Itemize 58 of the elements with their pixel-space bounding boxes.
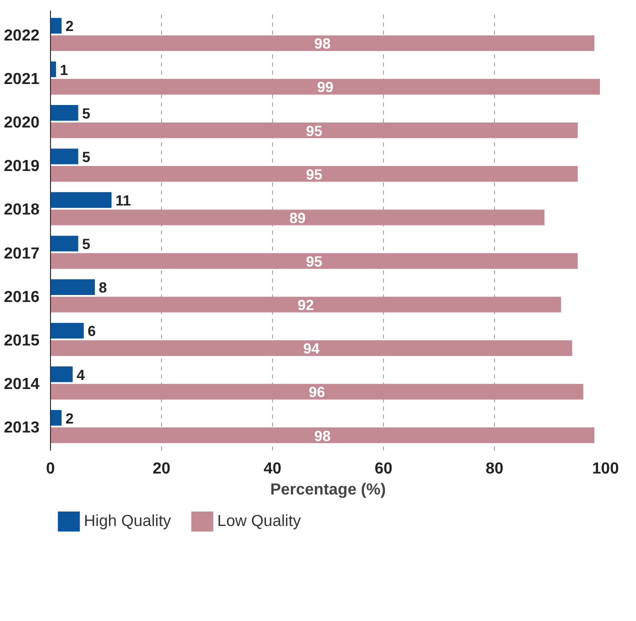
data-label: 94	[303, 342, 320, 358]
bar	[50, 210, 544, 226]
x-tick-label: 40	[264, 460, 282, 478]
bar	[50, 340, 572, 356]
legend-label: High Quality	[84, 513, 172, 530]
data-label: 5	[82, 150, 90, 166]
data-label: 2	[65, 411, 74, 428]
data-label: 11	[115, 194, 131, 210]
bar	[50, 192, 112, 208]
data-label: 98	[314, 428, 331, 445]
bar	[50, 322, 84, 339]
x-tick-label: 80	[486, 460, 504, 478]
bar	[50, 427, 594, 444]
y-tick-label: 2016	[4, 288, 40, 306]
data-label: 96	[308, 385, 326, 402]
y-tick-label: 2017	[4, 245, 40, 262]
y-tick-label: 2015	[4, 332, 40, 350]
bar	[50, 148, 78, 164]
data-label: 8	[98, 280, 107, 297]
y-tick-label: 2018	[4, 202, 40, 219]
bar	[50, 35, 594, 52]
bar	[50, 366, 73, 382]
y-tick-label: 2014	[4, 376, 40, 393]
bar	[50, 296, 562, 312]
data-label: 4	[76, 368, 86, 384]
x-tick-label: 20	[152, 460, 170, 478]
data-label: 95	[306, 124, 322, 140]
bar	[50, 384, 584, 400]
y-tick-label: 2019	[4, 158, 40, 176]
bar	[50, 410, 62, 426]
data-label: 99	[317, 80, 334, 96]
y-tick-label: 2022	[4, 27, 40, 44]
x-tick-label: 100	[592, 460, 619, 478]
data-label: 89	[289, 210, 306, 227]
bar	[50, 166, 578, 182]
x-axis-title: Percentage (%)	[270, 482, 386, 498]
x-tick-label: 0	[46, 460, 56, 478]
bar	[50, 18, 62, 34]
data-label: 2	[65, 19, 74, 36]
bar	[50, 253, 578, 269]
data-label: 95	[306, 167, 322, 184]
y-tick-label: 2021	[4, 71, 40, 88]
data-label: 98	[314, 36, 331, 53]
data-label: 6	[88, 324, 96, 340]
data-label: 92	[298, 298, 314, 314]
data-label: 5	[82, 237, 90, 254]
data-label: 5	[82, 106, 90, 122]
bar	[50, 105, 78, 121]
bar	[50, 78, 600, 95]
data-label: 1	[60, 62, 68, 79]
y-tick-label: 2013	[4, 420, 40, 437]
x-tick-label: 60	[374, 460, 392, 478]
data-label: 95	[306, 254, 322, 270]
legend-label: Low Quality	[217, 513, 301, 530]
y-tick-label: 2020	[4, 114, 40, 132]
bar	[50, 122, 578, 138]
bar	[50, 236, 78, 252]
bar	[50, 279, 95, 295]
